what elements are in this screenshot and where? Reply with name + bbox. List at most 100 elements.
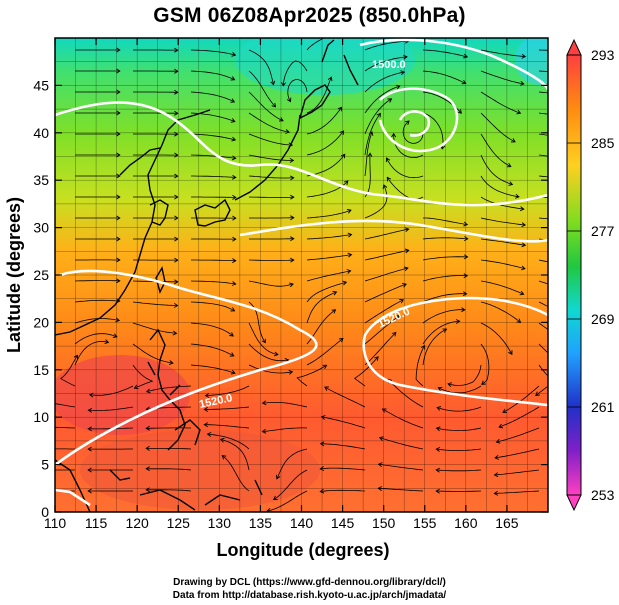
colorbar-top-arrow	[566, 38, 582, 56]
streamline-arrowhead	[286, 97, 292, 103]
streamline-arrowhead	[508, 181, 514, 186]
streamline-arrowhead	[203, 407, 209, 412]
streamline-arrowhead	[145, 425, 150, 431]
streamline	[204, 406, 250, 410]
colorbar-tick-label: 293	[591, 47, 615, 63]
streamline-arrowhead	[535, 391, 540, 397]
streamline	[276, 448, 308, 479]
streamline-arrowhead	[516, 318, 522, 323]
streamline-arrowhead	[346, 208, 352, 214]
x-tick-label: 165	[495, 515, 519, 531]
streamline-arrowhead	[290, 236, 295, 242]
streamline	[132, 364, 154, 389]
streamline-arrowhead	[521, 222, 527, 228]
streamline	[248, 280, 294, 287]
streamline-arrowhead	[261, 428, 267, 434]
streamline-arrowhead	[463, 221, 469, 227]
streamline-arrowhead	[87, 407, 93, 413]
streamline	[422, 320, 460, 345]
streamline	[423, 217, 468, 225]
streamline	[146, 489, 192, 492]
streamline	[480, 196, 524, 210]
streamline	[538, 343, 548, 354]
streamline-arrowhead	[145, 466, 150, 472]
streamline-arrowhead	[232, 236, 237, 242]
x-tick-label: 160	[454, 515, 478, 531]
streamline	[364, 315, 400, 345]
streamline-arrowhead	[331, 309, 337, 314]
streamline	[364, 184, 388, 219]
streamline	[480, 217, 526, 226]
streamline-arrowhead	[405, 120, 410, 126]
streamline-arrowhead	[116, 194, 121, 200]
streamline-arrowhead	[494, 454, 499, 460]
streamline	[438, 385, 482, 394]
streamline-arrowhead	[116, 278, 121, 284]
streamline-arrowhead	[377, 462, 383, 468]
streamline	[538, 196, 548, 199]
streamline-arrowhead	[206, 431, 212, 437]
streamline-arrowhead	[116, 173, 121, 179]
streamline-arrowhead	[221, 455, 227, 460]
streamline-arrowhead	[580, 49, 583, 53]
map-title: GSM 06Z08Apr2025 (850.0hPa)	[153, 4, 466, 27]
x-tick-label: 130	[208, 515, 232, 531]
streamline	[190, 154, 236, 159]
streamline	[436, 448, 482, 451]
streamline	[480, 49, 526, 57]
streamline	[146, 448, 192, 450]
x-tick-label: 135	[249, 515, 273, 531]
streamline-arrowhead	[174, 68, 179, 74]
streamline	[502, 385, 540, 413]
streamline	[306, 281, 347, 303]
map-plot-area	[30, 38, 583, 512]
streamline	[538, 301, 548, 307]
y-tick-label: 25	[33, 267, 49, 283]
streamline	[494, 490, 540, 494]
streamline-arrowhead	[174, 110, 179, 116]
streamline-arrowhead	[402, 282, 407, 288]
streamline-arrowhead	[347, 232, 353, 238]
streamline	[378, 487, 424, 492]
streamline	[248, 196, 294, 198]
streamline-arrowhead	[30, 425, 34, 429]
streamline-arrowhead	[230, 307, 236, 312]
streamline	[205, 385, 250, 397]
streamline	[190, 301, 235, 312]
streamline-arrowhead	[381, 408, 387, 413]
streamline-arrowhead	[290, 215, 295, 221]
streamline-arrowhead	[168, 360, 174, 366]
cold-pool	[235, 38, 415, 95]
streamline-arrowhead	[435, 446, 441, 452]
colorbar-tick-label: 253	[591, 487, 615, 503]
streamline	[538, 154, 548, 157]
streamline-arrowhead	[289, 158, 295, 163]
streamline	[447, 364, 482, 386]
streamline	[191, 175, 236, 178]
streamline-arrowhead	[229, 352, 235, 357]
colorbar-tick-label: 269	[591, 311, 615, 327]
streamline	[402, 120, 424, 144]
streamline-arrowhead	[173, 303, 179, 308]
streamline	[190, 49, 236, 56]
streamline-arrowhead	[338, 337, 344, 343]
streamline	[191, 196, 236, 198]
streamline-arrowhead	[391, 132, 397, 138]
streamline-arrowhead	[230, 76, 236, 81]
streamline	[320, 467, 366, 471]
streamline-arrowhead	[112, 333, 118, 338]
streamline	[248, 70, 276, 108]
streamline-arrowhead	[374, 356, 379, 361]
streamline	[364, 153, 371, 198]
streamline-arrowhead	[116, 110, 121, 116]
footer-credit-data: Data from http://database.rish.kyoto-u.a…	[172, 590, 447, 601]
streamline-arrowhead	[30, 489, 33, 493]
streamline-arrowhead	[435, 426, 441, 432]
streamline-arrowhead	[219, 437, 225, 443]
streamline	[74, 299, 120, 303]
streamline	[436, 469, 482, 472]
streamline	[480, 154, 513, 185]
streamline-arrowhead	[174, 173, 179, 179]
y-tick-label: 40	[33, 125, 49, 141]
streamline-arrowhead	[521, 53, 527, 59]
